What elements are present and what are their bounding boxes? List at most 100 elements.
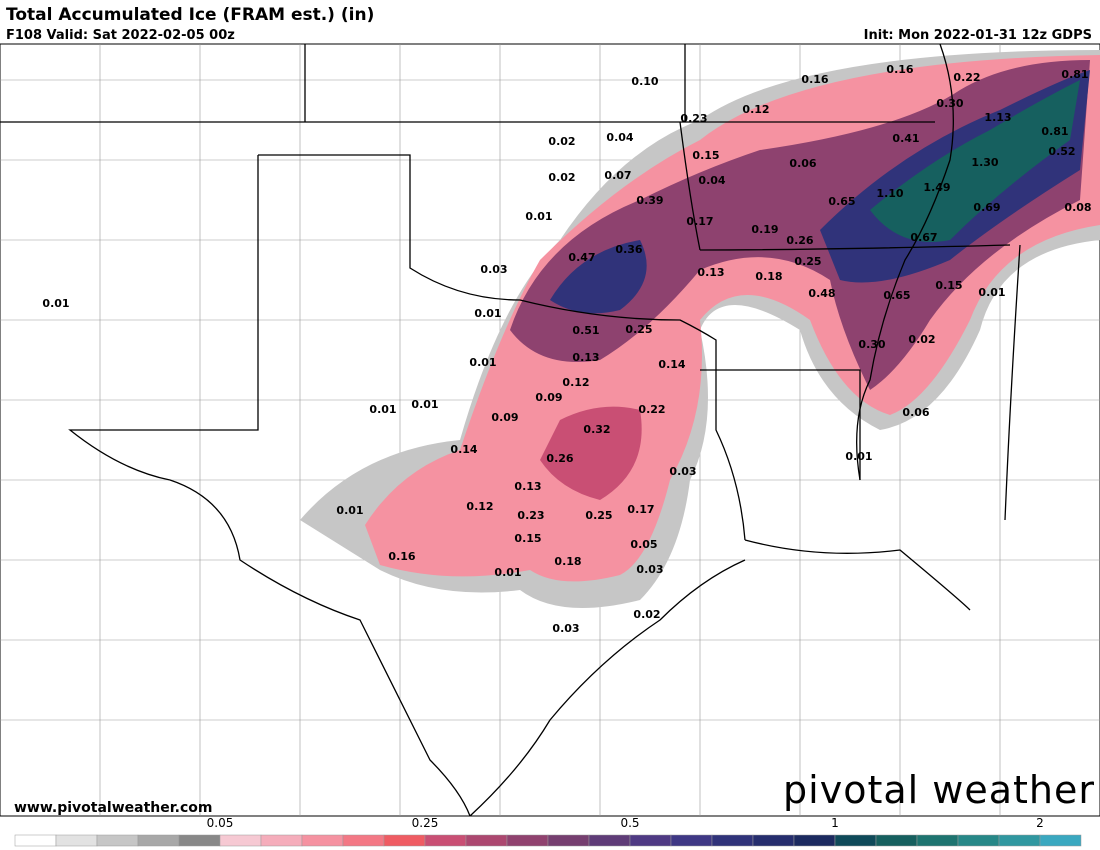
colorbar-swatch [465, 834, 508, 847]
borders [0, 43, 1021, 817]
ice-label: 0.16 [388, 550, 415, 563]
ice-label: 1.10 [876, 187, 903, 200]
ice-label: 0.01 [845, 450, 872, 463]
colorbar-swatch [834, 834, 877, 847]
ice-label: 1.13 [984, 111, 1011, 124]
ice-label: 0.13 [697, 266, 724, 279]
ice-label: 0.14 [658, 358, 685, 371]
ice-label: 0.15 [514, 532, 541, 545]
ice-label: 0.23 [680, 112, 707, 125]
ice-label: 0.25 [585, 509, 612, 522]
ice-label: 0.14 [450, 443, 477, 456]
ice-label: 0.19 [751, 223, 778, 236]
colorbar-swatch [629, 834, 672, 847]
ice-label: 0.02 [633, 608, 660, 621]
ice-label: 0.67 [910, 231, 937, 244]
colorbar-swatch [506, 834, 549, 847]
ice-label: 0.09 [535, 391, 562, 404]
ice-label: 0.01 [336, 504, 363, 517]
ice-label: 0.06 [789, 157, 816, 170]
ice-label: 0.10 [631, 75, 658, 88]
ice-label: 0.02 [548, 135, 575, 148]
website: www.pivotalweather.com [14, 800, 213, 816]
ice-label: 0.18 [755, 270, 782, 283]
ice-label: 0.03 [552, 622, 579, 635]
ice-field [300, 50, 1100, 608]
ice-label: 0.15 [692, 149, 719, 162]
ice-label: 0.17 [686, 215, 713, 228]
ice-label: 0.01 [474, 307, 501, 320]
ice-label: 0.01 [42, 297, 69, 310]
colorbar-swatch [670, 834, 713, 847]
colorbar-swatch [14, 834, 57, 847]
colorbar-swatch [752, 834, 795, 847]
ice-label: 0.51 [572, 324, 599, 337]
colorbar-swatch [998, 834, 1041, 847]
colorbar-swatch [957, 834, 1000, 847]
colorbar-label: 0.5 [620, 816, 639, 830]
title: Total Accumulated Ice (FRAM est.) (in) [6, 5, 374, 25]
logo: pivotal weather [783, 768, 1095, 812]
ice-label: 0.13 [572, 351, 599, 364]
ice-label: 0.01 [494, 566, 521, 579]
ice-label: 0.04 [698, 174, 725, 187]
ice-label: 0.23 [517, 509, 544, 522]
valid-time: F108 Valid: Sat 2022-02-05 00z [6, 28, 235, 43]
ice-label: 0.26 [546, 452, 573, 465]
init-time: Init: Mon 2022-01-31 12z GDPS [864, 28, 1092, 43]
ice-label: 0.69 [973, 201, 1000, 214]
ice-label: 0.01 [978, 286, 1005, 299]
ice-label: 0.41 [892, 132, 919, 145]
colorbar-label: 0.05 [207, 816, 234, 830]
ice-label: 0.16 [801, 73, 828, 86]
ice-label: 0.16 [886, 63, 913, 76]
ice-label: 0.36 [615, 243, 642, 256]
colorbar-swatch [219, 834, 262, 847]
ice-label: 0.12 [562, 376, 589, 389]
colorbar-swatch [342, 834, 385, 847]
colorbar-swatch [137, 834, 180, 847]
ice-label: 0.81 [1041, 125, 1068, 138]
colorbar-swatch [916, 834, 959, 847]
ice-label: 0.65 [828, 195, 855, 208]
ice-label: 0.12 [742, 103, 769, 116]
ice-label: 0.26 [786, 234, 813, 247]
colorbar-swatch [875, 834, 918, 847]
colorbar-swatch [96, 834, 139, 847]
ice-label: 0.03 [480, 263, 507, 276]
ice-label: 0.22 [953, 71, 980, 84]
ice-label: 0.03 [669, 465, 696, 478]
ice-label: 0.15 [935, 279, 962, 292]
ice-label: 0.01 [525, 210, 552, 223]
ice-label: 0.81 [1061, 68, 1088, 81]
colorbar-label: 1 [831, 816, 839, 830]
ice-label: 0.01 [369, 403, 396, 416]
ice-label: 0.12 [466, 500, 493, 513]
colorbar-swatch [547, 834, 590, 847]
ice-label: 0.13 [514, 480, 541, 493]
ice-label: 0.25 [625, 323, 652, 336]
ice-label: 0.65 [883, 289, 910, 302]
colorbar-swatch [178, 834, 221, 847]
ice-label: 0.01 [469, 356, 496, 369]
ice-label: 0.30 [936, 97, 963, 110]
ice-label: 0.25 [794, 255, 821, 268]
ice-label: 0.52 [1048, 145, 1075, 158]
ice-label: 0.06 [902, 406, 929, 419]
colorbar-swatch [301, 834, 344, 847]
ice-label: 1.49 [923, 181, 950, 194]
ice-label: 0.18 [554, 555, 581, 568]
ice-label: 0.17 [627, 503, 654, 516]
ice-label: 0.30 [858, 338, 885, 351]
ice-label: 0.02 [548, 171, 575, 184]
colorbar-swatch [260, 834, 303, 847]
colorbar-swatch [383, 834, 426, 847]
ice-label: 0.47 [568, 251, 595, 264]
colorbar-label: 2 [1036, 816, 1044, 830]
ice-label: 0.07 [604, 169, 631, 182]
colorbar-swatch [424, 834, 467, 847]
ice-label: 0.03 [636, 563, 663, 576]
ice-label: 0.05 [630, 538, 657, 551]
ice-label: 0.01 [411, 398, 438, 411]
